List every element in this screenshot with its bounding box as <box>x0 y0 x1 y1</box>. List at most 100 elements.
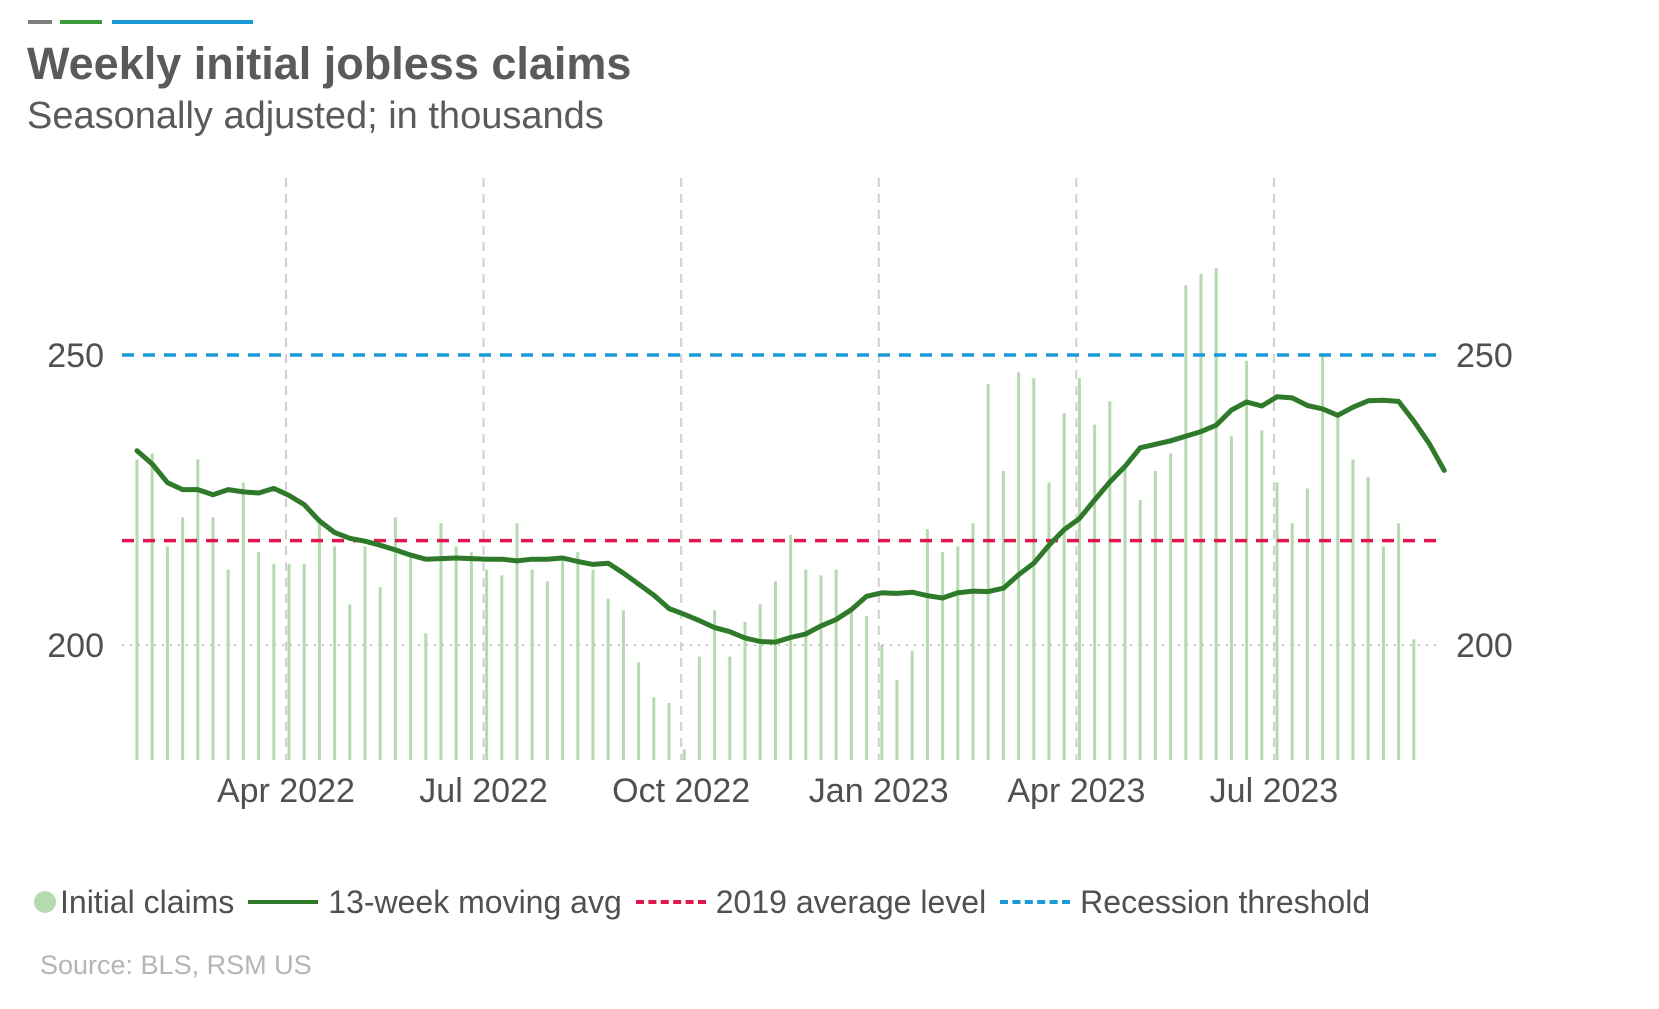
bar-initial-claims <box>226 569 230 760</box>
bar-initial-claims <box>925 529 929 760</box>
bar-initial-claims <box>849 610 853 760</box>
legend-item-moving-avg: 13-week moving avg <box>248 883 622 921</box>
legend-item-recession-threshold: Recession threshold <box>1000 884 1370 921</box>
bar-initial-claims <box>181 517 185 760</box>
y-tick-label-left: 250 <box>47 337 104 375</box>
bar-initial-claims <box>302 563 306 760</box>
legend: Initial claims 13-week moving avg 2019 a… <box>34 880 1384 924</box>
bar-initial-claims <box>333 546 337 760</box>
bar-initial-claims <box>1032 378 1036 760</box>
bar-initial-claims <box>1153 471 1157 760</box>
line-13-week-moving-avg <box>134 394 1447 645</box>
reference-lines-layer <box>122 353 1440 543</box>
bar-initial-claims <box>804 569 808 760</box>
axis-labels-layer: 200 200 250 250 Apr 2022 Jul 2022 Oct 2022 Jan … <box>47 337 1512 810</box>
bar-initial-claims <box>591 569 595 760</box>
y-tick-label-right: 200 <box>1456 627 1513 665</box>
bar-initial-claims <box>789 534 793 760</box>
bar-initial-claims <box>1305 488 1309 760</box>
moving-average-layer <box>134 394 1447 645</box>
source-note: Source: BLS, RSM US <box>40 950 312 980</box>
bar-initial-claims <box>713 610 717 760</box>
bar-initial-claims <box>682 749 686 760</box>
bar-initial-claims <box>378 587 382 760</box>
accent-bar-gray <box>28 20 52 24</box>
bar-initial-claims <box>1001 471 1005 760</box>
legend-label-moving-avg: 13-week moving avg <box>328 883 622 920</box>
bar-initial-claims <box>424 633 428 760</box>
bar-initial-claims <box>196 459 200 760</box>
bar-initial-claims <box>317 517 321 760</box>
bar-initial-claims <box>743 621 747 760</box>
bar-initial-claims <box>1290 523 1294 760</box>
bar-initial-claims <box>758 604 762 760</box>
bar-initial-claims <box>1366 476 1370 760</box>
bar-initial-claims <box>1229 436 1233 760</box>
bar-initial-claims <box>1062 413 1066 760</box>
bar-initial-claims <box>621 610 625 760</box>
bars-layer <box>135 268 1416 760</box>
x-tick-label: Oct 2022 <box>612 772 750 810</box>
bar-initial-claims <box>515 523 519 760</box>
bar-initial-claims <box>880 645 884 760</box>
bar-initial-claims <box>348 604 352 760</box>
bar-initial-claims <box>150 453 154 760</box>
chart-title: Weekly initial jobless claims <box>27 38 632 89</box>
bar-initial-claims <box>1138 500 1142 760</box>
bar-initial-claims <box>1093 424 1097 760</box>
bar-initial-claims <box>697 656 701 760</box>
legend-swatch-moving-avg <box>248 900 319 904</box>
bar-initial-claims <box>393 517 397 760</box>
chart-subtitle: Seasonally adjusted; in thousands <box>27 95 604 137</box>
bar-initial-claims <box>545 581 549 760</box>
bar-initial-claims <box>1047 482 1051 760</box>
legend-label-2019-average: 2019 average level <box>715 883 987 920</box>
bar-initial-claims <box>165 546 169 760</box>
bar-initial-claims <box>409 558 413 760</box>
bar-initial-claims <box>910 650 914 760</box>
bar-initial-claims <box>1321 355 1325 760</box>
bar-initial-claims <box>971 523 975 760</box>
legend-swatch-2019-average <box>635 900 706 904</box>
x-tick-label: Apr 2022 <box>217 772 355 810</box>
bar-initial-claims <box>287 563 291 760</box>
bar-initial-claims <box>1275 482 1279 760</box>
bar-initial-claims <box>834 569 838 760</box>
bar-initial-claims <box>363 546 367 760</box>
y-tick-label-left: 200 <box>47 627 104 665</box>
bar-initial-claims <box>1017 372 1021 760</box>
bar-initial-claims <box>728 656 732 760</box>
bar-initial-claims <box>1381 546 1385 760</box>
bar-initial-claims <box>469 552 473 760</box>
bar-initial-claims <box>895 679 899 760</box>
legend-item-initial-claims: Initial claims <box>34 884 234 921</box>
bar-initial-claims <box>1108 401 1112 760</box>
bar-initial-claims <box>272 563 276 760</box>
bar-initial-claims <box>773 581 777 760</box>
accent-bar-blue <box>112 20 253 24</box>
bar-initial-claims <box>211 517 215 760</box>
bar-initial-claims <box>606 598 610 760</box>
bar-initial-claims <box>941 552 945 760</box>
legend-swatch-initial-claims <box>34 891 56 913</box>
bar-initial-claims <box>485 569 489 760</box>
bar-initial-claims <box>956 546 960 760</box>
accent-bar-green <box>60 20 102 24</box>
bar-initial-claims <box>652 697 656 760</box>
grid-layer <box>122 178 1440 760</box>
bar-initial-claims <box>667 703 671 760</box>
legend-swatch-recession-threshold <box>1000 900 1071 904</box>
x-tick-label: Jan 2023 <box>809 772 949 810</box>
bar-initial-claims <box>1412 639 1416 760</box>
chart-canvas: 200 200 250 250 Apr 2022 Jul 2022 Oct 2022 Jan … <box>47 178 1513 810</box>
bar-initial-claims <box>1336 413 1340 760</box>
bar-initial-claims <box>1199 273 1203 760</box>
bar-initial-claims <box>500 575 504 760</box>
bar-initial-claims <box>561 558 565 760</box>
bar-initial-claims <box>819 575 823 760</box>
legend-label-recession-threshold: Recession threshold <box>1080 883 1371 920</box>
bar-initial-claims <box>439 523 443 760</box>
bar-initial-claims <box>1351 459 1355 760</box>
bar-initial-claims <box>257 552 261 760</box>
bar-initial-claims <box>1260 430 1264 760</box>
